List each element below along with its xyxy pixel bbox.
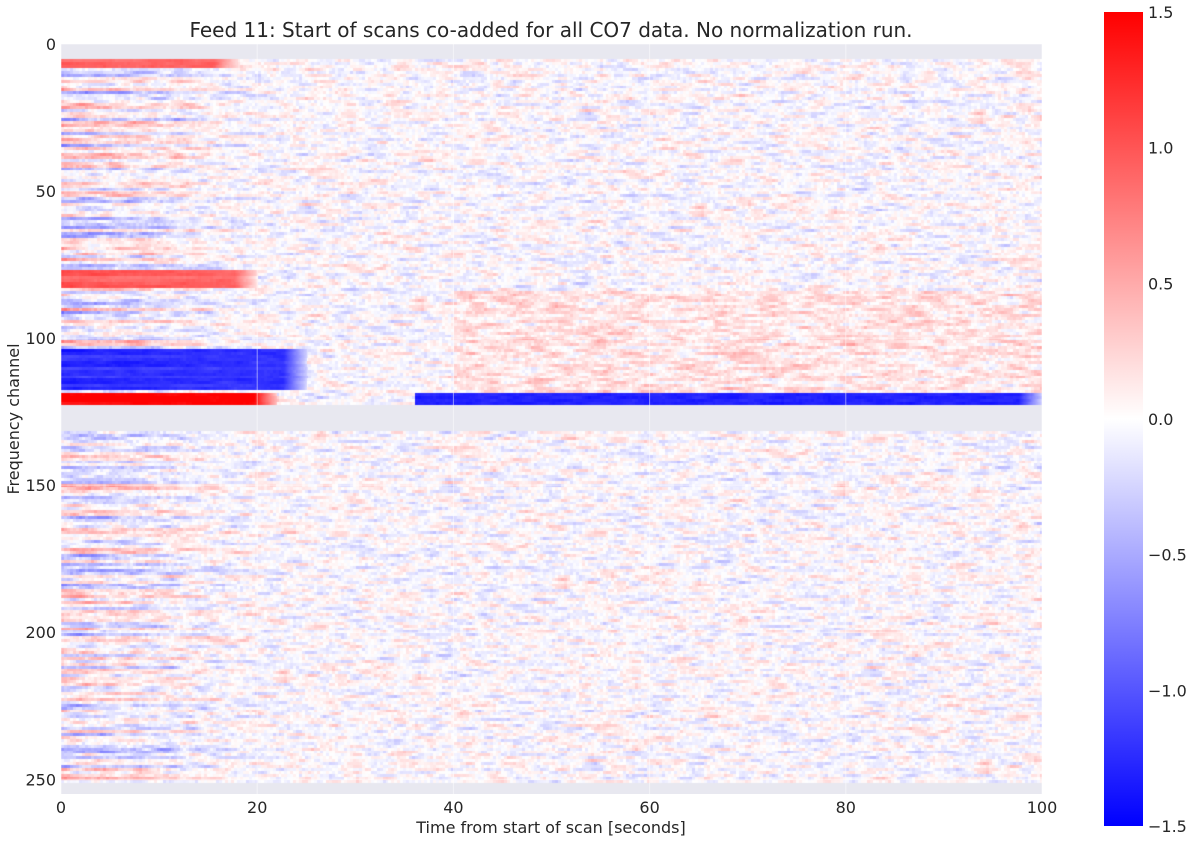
y-tick-label: 100: [25, 329, 56, 348]
x-tick-label: 60: [639, 798, 659, 817]
x-tick-label: 0: [56, 798, 66, 817]
x-tick-label: 20: [247, 798, 267, 817]
x-tick-label: 40: [443, 798, 463, 817]
y-tick-label: 250: [25, 770, 56, 789]
y-axis-label: Frequency channel: [4, 343, 23, 494]
heatmap-image: [61, 44, 1042, 794]
colorbar-tick-label: 1.0: [1148, 139, 1173, 158]
y-tick-label: 50: [36, 182, 56, 201]
colorbar-tick-label: −1.0: [1148, 681, 1187, 700]
x-tick-labels: 0 20 40 60 80 100: [56, 798, 1057, 817]
y-tick-label: 150: [25, 476, 56, 495]
chart-title: Feed 11: Start of scans co-added for all…: [189, 18, 912, 42]
colorbar-tick-label: −1.5: [1148, 817, 1187, 836]
y-tick-label: 200: [25, 623, 56, 642]
colorbar-tick-labels: 1.5 1.0 0.5 0.0 −0.5 −1.0 −1.5: [1148, 3, 1187, 836]
colorbar-tick-label: 1.5: [1148, 3, 1173, 22]
y-tick-labels: 0 50 100 150 200 250: [25, 35, 56, 789]
colorbar: [1104, 12, 1143, 826]
colorbar-tick-label: 0.5: [1148, 274, 1173, 293]
x-axis-label: Time from start of scan [seconds]: [415, 818, 685, 837]
colorbar-tick-label: 0.0: [1148, 410, 1173, 429]
x-tick-label: 80: [836, 798, 856, 817]
grid-lines: [60, 43, 1043, 794]
y-tick-label: 0: [46, 35, 56, 54]
x-tick-label: 100: [1027, 798, 1058, 817]
colorbar-tick-label: −0.5: [1148, 546, 1187, 565]
